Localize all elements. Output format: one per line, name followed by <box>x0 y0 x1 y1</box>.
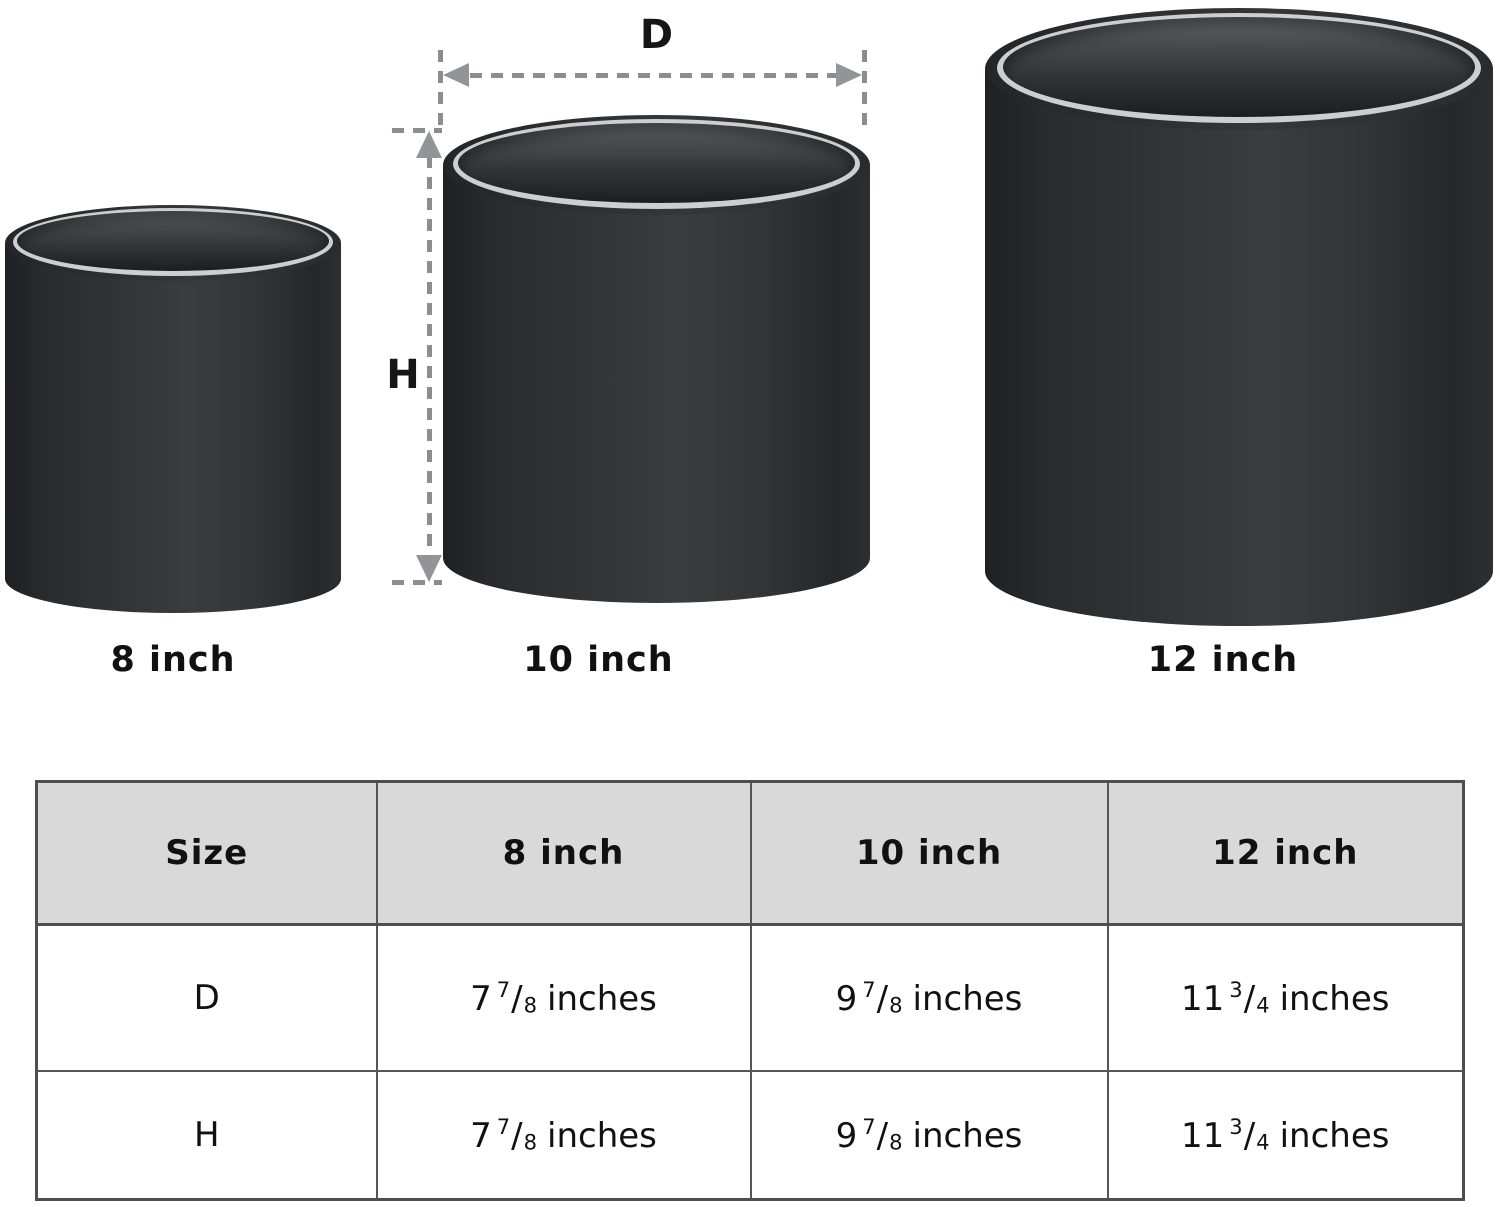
h-arrow-up-icon <box>416 131 442 158</box>
pot-body <box>5 243 341 613</box>
value-denominator: 8 <box>889 992 903 1018</box>
cell-d-8-inch: 7 7/8 inches <box>375 923 752 1072</box>
value-numerator: 3 <box>1229 1113 1243 1139</box>
pot-body <box>985 69 1493 626</box>
d-extension-line-left <box>438 50 443 132</box>
h-dimension-line <box>427 156 432 558</box>
value-unit: inches <box>912 1115 1023 1156</box>
header-size: Size <box>35 780 378 926</box>
fraction-slash: / <box>511 1115 523 1156</box>
h-tick-bottom <box>392 580 442 585</box>
table-header-row: Size 8 inch 10 inch 12 inch <box>35 780 1465 926</box>
value-denominator: 8 <box>523 1129 538 1155</box>
pot-label-10-inch: 10 inch <box>523 640 674 680</box>
value-whole: 7 <box>470 1115 492 1156</box>
pot-opening <box>458 123 855 203</box>
value-unit: inches <box>1279 978 1390 1019</box>
value-denominator: 8 <box>889 1129 903 1155</box>
value-whole: 7 <box>470 978 492 1019</box>
value-unit: inches <box>1279 1115 1390 1156</box>
d-extension-line-right <box>862 50 867 132</box>
cell-h-10-inch: 9 7/8 inches <box>749 1069 1109 1201</box>
h-tick-top <box>392 128 442 133</box>
header-10-inch: 10 inch <box>749 780 1109 926</box>
cell-h-8-inch: 7 7/8 inches <box>375 1069 752 1201</box>
row-label-d: D <box>35 923 378 1072</box>
d-arrow-left-icon <box>443 63 469 87</box>
value-denominator: 4 <box>1256 1129 1270 1155</box>
pot-body <box>443 165 870 603</box>
value-whole: 11 <box>1181 978 1225 1019</box>
value-numerator: 7 <box>496 976 511 1002</box>
value-whole: 9 <box>835 978 858 1019</box>
value-unit: inches <box>547 978 657 1019</box>
value-unit: inches <box>547 1115 657 1156</box>
pot-label-12-inch: 12 inch <box>1147 640 1299 680</box>
table-row-height: H 7 7/8 inches 9 7/8 inches 11 3/4 inches <box>35 1069 1465 1201</box>
d-arrow-right-icon <box>836 63 862 87</box>
h-arrow-down-icon <box>416 555 442 582</box>
value-whole: 9 <box>835 1115 858 1156</box>
value-numerator: 7 <box>862 1113 876 1139</box>
row-label-h: H <box>35 1069 378 1201</box>
value-numerator: 3 <box>1229 976 1243 1002</box>
fraction-slash: / <box>511 978 523 1019</box>
pot-10-inch <box>443 115 870 603</box>
value-unit: inches <box>912 978 1023 1019</box>
pot-opening <box>1003 17 1475 117</box>
fraction-slash: / <box>876 978 889 1019</box>
header-8-inch: 8 inch <box>375 780 752 926</box>
cell-d-12-inch: 11 3/4 inches <box>1106 923 1465 1072</box>
d-dimension-line <box>470 73 838 78</box>
diameter-label: D <box>639 12 674 58</box>
pot-label-8-inch: 8 inch <box>110 640 236 680</box>
value-numerator: 7 <box>496 1113 511 1139</box>
pot-8-inch <box>5 205 341 613</box>
value-whole: 11 <box>1181 1115 1225 1156</box>
fraction-slash: / <box>1243 978 1256 1019</box>
value-numerator: 7 <box>862 976 876 1002</box>
fraction-slash: / <box>1243 1115 1256 1156</box>
cell-h-12-inch: 11 3/4 inches <box>1106 1069 1465 1201</box>
pot-12-inch <box>985 8 1493 626</box>
size-chart-table: Size 8 inch 10 inch 12 inch D 7 7/8 inches… <box>35 780 1465 1201</box>
value-denominator: 8 <box>523 992 538 1018</box>
fraction-slash: / <box>876 1115 889 1156</box>
pot-opening <box>17 211 329 271</box>
header-12-inch: 12 inch <box>1106 780 1465 926</box>
cell-d-10-inch: 9 7/8 inches <box>749 923 1109 1072</box>
height-label: H <box>386 352 420 398</box>
table-row-diameter: D 7 7/8 inches 9 7/8 inches 11 3/4 inches <box>35 923 1465 1072</box>
value-denominator: 4 <box>1256 992 1270 1018</box>
